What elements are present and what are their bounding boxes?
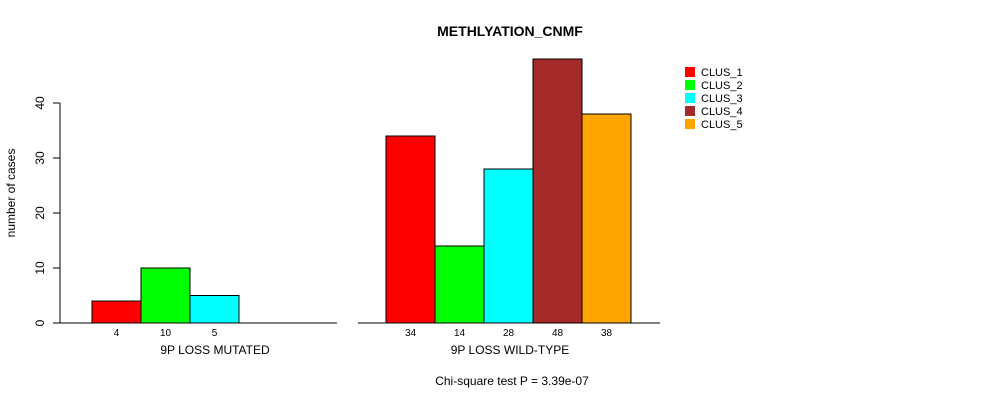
- legend-label: CLUS_2: [701, 80, 743, 92]
- bar: [189, 295, 240, 324]
- legend-swatch: [685, 119, 695, 129]
- y-axis-label: number of cases: [4, 149, 18, 238]
- bar-count-label: 34: [405, 328, 417, 339]
- bar-count-label: 14: [454, 328, 466, 339]
- bar-groups: 4 10 5 9P LOSS MUTATED 34 14 28 48 38 9P LOSS WIL…: [60, 58, 660, 357]
- legend-label: CLUS_4: [701, 106, 743, 118]
- group-label: 9P LOSS MUTATED: [160, 343, 270, 357]
- bar-count-label: 5: [212, 328, 218, 339]
- y-tick-label: 30: [33, 151, 47, 165]
- y-tick-label: 20: [33, 206, 47, 220]
- bar: [581, 113, 632, 324]
- y-axis: 0 10 20 30 40: [33, 96, 61, 326]
- bar-count-label: 4: [114, 328, 120, 339]
- legend-swatch: [685, 80, 695, 90]
- bar-count-label: 28: [503, 328, 515, 339]
- y-tick-label: 0: [33, 319, 47, 326]
- legend-label: CLUS_5: [701, 119, 743, 131]
- footnote-pvalue: Chi-square test P = 3.39e-07: [435, 374, 589, 388]
- bar: [91, 300, 142, 324]
- bar: [385, 135, 436, 324]
- bar-group: 34 14 28 48 38 9P LOSS WILD-TYPE: [358, 58, 660, 357]
- legend-label: CLUS_3: [701, 93, 743, 105]
- legend-swatch: [685, 67, 695, 77]
- bar: [434, 245, 485, 324]
- chart-title: METHLYATION_CNMF: [437, 23, 583, 39]
- bar: [532, 58, 583, 324]
- y-tick-label: 40: [33, 96, 47, 110]
- bar-count-label: 10: [160, 328, 172, 339]
- group-label: 9P LOSS WILD-TYPE: [451, 343, 569, 357]
- legend-swatch: [685, 93, 695, 103]
- legend-swatch: [685, 106, 695, 116]
- legend-label: CLUS_1: [701, 67, 743, 79]
- y-tick-label: 10: [33, 261, 47, 275]
- bar: [483, 168, 534, 324]
- bar-count-label: 38: [601, 328, 613, 339]
- bar-group: 4 10 5 9P LOSS MUTATED: [60, 267, 337, 357]
- bar: [140, 267, 191, 324]
- bar-count-label: 48: [552, 328, 564, 339]
